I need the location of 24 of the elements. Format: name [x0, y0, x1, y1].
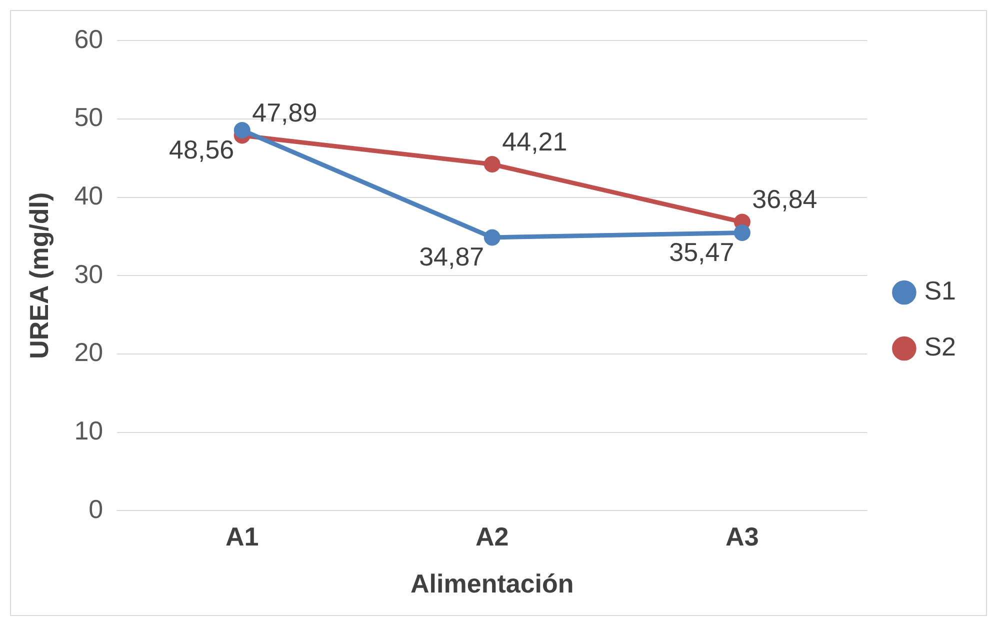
data-label: 34,87: [419, 242, 484, 272]
x-axis-title: Alimentación: [410, 568, 574, 599]
x-tick-label: A2: [476, 521, 509, 552]
y-axis-title: UREA (mg/dl): [24, 192, 54, 359]
data-label: 36,84: [752, 184, 818, 214]
y-tick-label: 20: [74, 337, 104, 368]
point: [484, 156, 500, 173]
x-tick-label: A1: [226, 521, 259, 552]
point: [234, 122, 250, 138]
data-label: 44,21: [502, 126, 568, 156]
data-label: 48,56: [169, 134, 234, 164]
y-tick-label: 30: [74, 258, 104, 289]
y-tick-label: 0: [88, 494, 104, 524]
legend-label: S2: [924, 332, 956, 362]
x-tick-label: A3: [726, 521, 759, 552]
data-label: 47,89: [252, 98, 318, 128]
y-tick-label: 60: [74, 24, 104, 54]
y-tick-label: 10: [74, 415, 104, 446]
data-label: 35,47: [669, 236, 734, 267]
y-tick-label: 40: [74, 180, 104, 210]
point: [484, 229, 500, 246]
legend-label: S1: [924, 276, 956, 306]
point: [734, 224, 750, 241]
y-tick-label: 50: [74, 102, 104, 132]
